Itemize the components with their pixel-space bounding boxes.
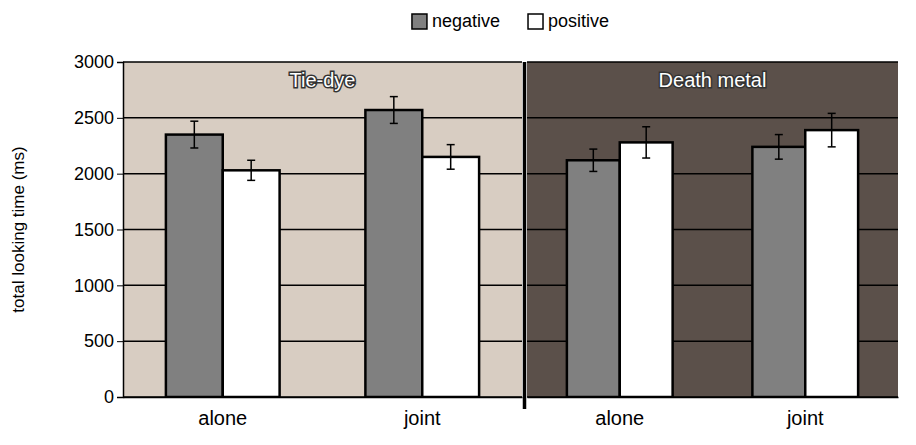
- grid-line: [123, 61, 522, 63]
- error-cap: [775, 134, 783, 136]
- error-line: [778, 135, 780, 160]
- error-cap: [447, 144, 455, 146]
- error-cap: [642, 126, 650, 128]
- bar: [223, 170, 280, 397]
- axis-line: [528, 397, 899, 399]
- tick-mark: [117, 397, 123, 398]
- error-bar: [447, 145, 455, 170]
- tick: 2500: [74, 108, 123, 128]
- error-line: [393, 97, 395, 124]
- tick: 1500: [74, 220, 123, 240]
- tick-mark: [117, 118, 123, 119]
- error-line: [831, 113, 833, 147]
- axis-line: [124, 397, 523, 399]
- axis-title: total looking time (ms): [9, 146, 28, 312]
- bar: [365, 110, 422, 397]
- tick-label: 500: [84, 331, 114, 351]
- tick-label: alone: [198, 407, 247, 429]
- error-bar: [589, 149, 597, 171]
- tick-label: joint: [403, 407, 441, 429]
- tick: 2000: [74, 164, 123, 184]
- panel-background: [527, 62, 898, 397]
- legend: negative positive: [412, 11, 609, 31]
- error-cap: [642, 157, 650, 159]
- error-cap: [828, 146, 836, 148]
- bar: [166, 135, 223, 397]
- grid-line: [123, 117, 522, 119]
- panel-title: Tie-dye: [290, 69, 356, 91]
- error-cap: [447, 168, 455, 170]
- tick-mark: [117, 230, 123, 231]
- panel: Tie-dye: [123, 62, 522, 397]
- tick: alone: [595, 397, 644, 429]
- tick-label: 1500: [74, 220, 114, 240]
- error-cap: [589, 148, 597, 150]
- tick: 0: [104, 387, 123, 407]
- error-cap: [390, 96, 398, 98]
- tick-label: 3000: [74, 52, 114, 72]
- tick-label: alone: [595, 407, 644, 429]
- tick-mark: [117, 341, 123, 342]
- tick-mark: [117, 174, 123, 175]
- tick-label: 0: [104, 387, 114, 407]
- grid-line: [527, 117, 898, 119]
- bar: [620, 142, 673, 397]
- error-cap: [247, 160, 255, 162]
- y-axis: 0 500 1000 1500 2000 2500 3000: [74, 52, 124, 407]
- error-line: [593, 149, 595, 171]
- bar: [752, 147, 805, 397]
- error-bar: [390, 97, 398, 124]
- legend-swatch: [412, 14, 427, 29]
- tick-label: 1000: [74, 276, 114, 296]
- x-axis: alone joint: [528, 397, 899, 429]
- grid-line: [527, 61, 898, 63]
- error-line: [194, 121, 196, 148]
- tick: joint: [786, 397, 824, 429]
- legend-swatch: [528, 14, 543, 29]
- tick-label: 2500: [74, 108, 114, 128]
- x-axis: alone joint: [124, 397, 523, 429]
- bar: [422, 157, 479, 397]
- tick: 3000: [74, 52, 123, 72]
- error-cap: [828, 113, 836, 115]
- legend-label: negative: [432, 11, 500, 31]
- tick: joint: [403, 397, 441, 429]
- bar: [567, 160, 620, 397]
- grid: [123, 62, 522, 397]
- legend-item: negative: [412, 11, 500, 31]
- panel-background: [123, 62, 522, 397]
- marks: [567, 113, 858, 397]
- error-cap: [589, 171, 597, 173]
- error-line: [450, 145, 452, 170]
- tick-mark: [117, 285, 123, 286]
- error-cap: [190, 120, 198, 122]
- error-cap: [190, 147, 198, 149]
- panel-title: Death metal: [659, 69, 767, 91]
- tick: 1000: [74, 276, 123, 296]
- error-line: [250, 160, 252, 180]
- bar: [805, 130, 858, 397]
- error-line: [645, 127, 647, 158]
- error-cap: [390, 123, 398, 125]
- legend-label: positive: [548, 11, 609, 31]
- axis-line: [117, 63, 124, 398]
- error-cap: [247, 180, 255, 182]
- grid: [527, 62, 898, 397]
- chart: Tie-dye 0 500 1000 1500 2000 2500 3000 alone join…: [0, 0, 916, 445]
- legend-item: positive: [528, 11, 609, 31]
- tick-mark: [117, 62, 123, 63]
- tick: alone: [198, 397, 247, 429]
- error-bar: [775, 135, 783, 160]
- error-bar: [642, 127, 650, 158]
- panel-divider: [523, 62, 527, 409]
- tick: 500: [84, 331, 123, 351]
- error-bar: [247, 160, 255, 180]
- tick-label: joint: [786, 407, 824, 429]
- error-bar: [828, 113, 836, 147]
- error-bar: [190, 121, 198, 148]
- tick-label: 2000: [74, 164, 114, 184]
- error-cap: [775, 158, 783, 160]
- panel: Death metal: [527, 62, 898, 397]
- marks: [166, 97, 479, 397]
